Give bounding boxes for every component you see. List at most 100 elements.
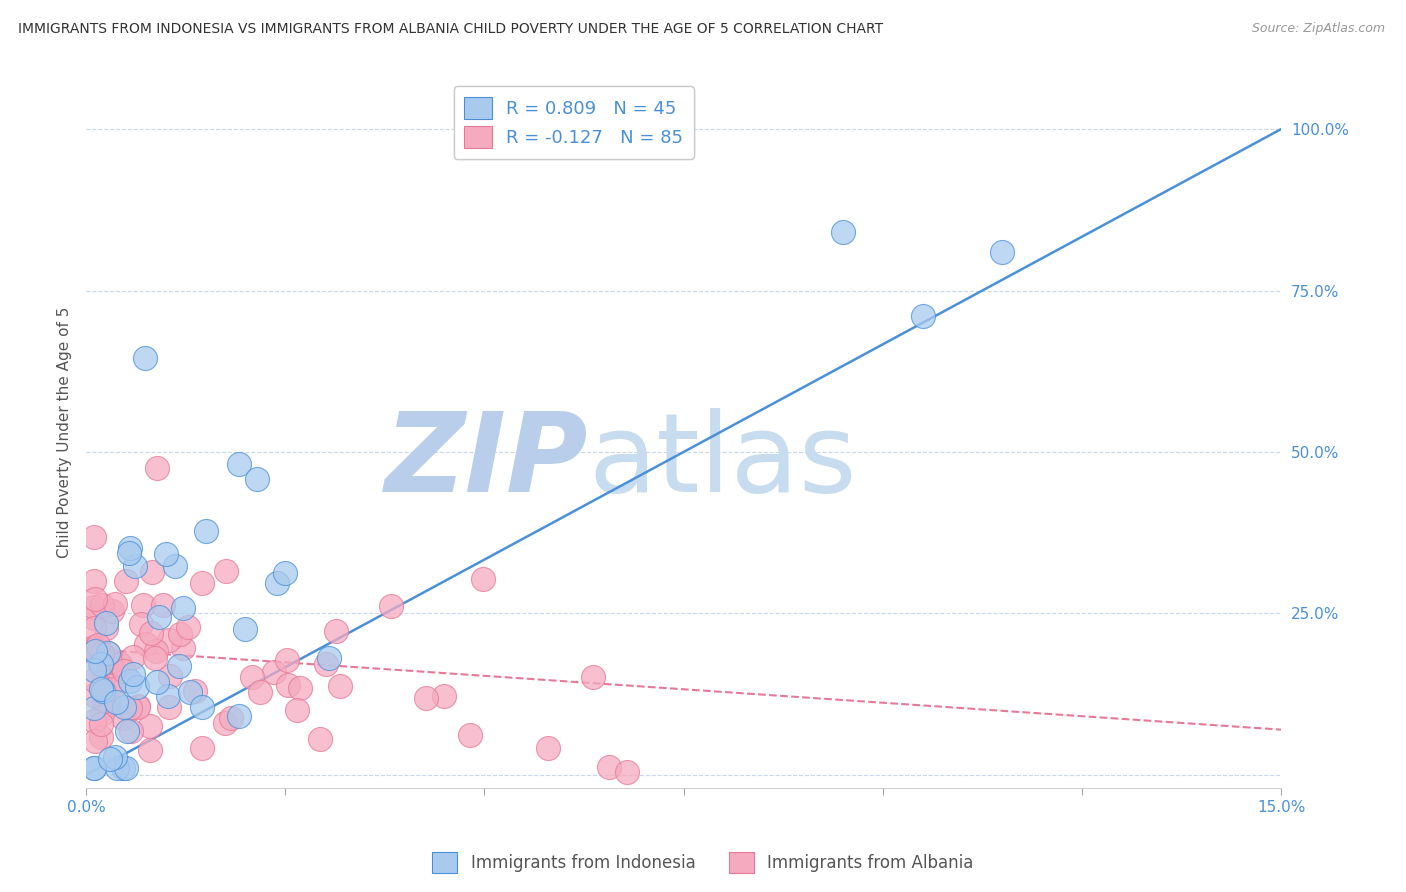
Immigrants from Indonesia bbox=[266, 575, 288, 590]
Immigrants from Albania bbox=[87, 638, 110, 652]
Immigrants from Albania bbox=[122, 650, 145, 665]
Immigrants from Indonesia bbox=[163, 559, 186, 574]
Immigrants from Albania bbox=[145, 644, 167, 658]
Immigrants from Albania bbox=[114, 574, 136, 588]
Immigrants from Albania bbox=[145, 650, 167, 665]
Legend: Immigrants from Indonesia, Immigrants from Albania: Immigrants from Indonesia, Immigrants fr… bbox=[426, 846, 980, 880]
Immigrants from Albania bbox=[98, 679, 121, 693]
Immigrants from Albania bbox=[90, 598, 112, 612]
Immigrants from Indonesia bbox=[125, 680, 148, 694]
Immigrants from Indonesia bbox=[90, 682, 112, 697]
Immigrants from Albania bbox=[83, 714, 105, 729]
Immigrants from Albania bbox=[120, 700, 142, 714]
Immigrants from Indonesia bbox=[104, 750, 127, 764]
Immigrants from Indonesia bbox=[235, 622, 257, 636]
Immigrants from Albania bbox=[214, 715, 236, 730]
Immigrants from Albania bbox=[325, 624, 347, 638]
Immigrants from Albania bbox=[215, 564, 238, 578]
Immigrants from Indonesia bbox=[112, 700, 135, 714]
Immigrants from Albania bbox=[83, 574, 105, 589]
Immigrants from Indonesia bbox=[115, 761, 138, 775]
Immigrants from Albania bbox=[616, 764, 638, 779]
Immigrants from Albania bbox=[112, 664, 135, 678]
Immigrants from Indonesia bbox=[120, 541, 142, 555]
Immigrants from Albania bbox=[471, 572, 494, 586]
Immigrants from Albania bbox=[94, 621, 117, 635]
Immigrants from Albania bbox=[277, 677, 299, 691]
Immigrants from Albania bbox=[83, 643, 105, 657]
Immigrants from Albania bbox=[84, 734, 107, 748]
Immigrants from Albania bbox=[433, 690, 456, 704]
Immigrants from Albania bbox=[138, 742, 160, 756]
Immigrants from Albania bbox=[169, 627, 191, 641]
Immigrants from Albania bbox=[582, 670, 605, 684]
Immigrants from Indonesia bbox=[832, 225, 855, 239]
Immigrants from Albania bbox=[93, 694, 115, 708]
Immigrants from Indonesia bbox=[991, 245, 1014, 260]
Immigrants from Albania bbox=[83, 646, 105, 660]
Immigrants from Indonesia bbox=[156, 690, 179, 704]
Immigrants from Indonesia bbox=[83, 761, 105, 775]
Legend: R = 0.809   N = 45, R = -0.127   N = 85: R = 0.809 N = 45, R = -0.127 N = 85 bbox=[454, 87, 693, 159]
Immigrants from Indonesia bbox=[148, 609, 170, 624]
Immigrants from Albania bbox=[91, 674, 114, 689]
Immigrants from Albania bbox=[83, 591, 105, 606]
Immigrants from Albania bbox=[96, 697, 118, 711]
Immigrants from Indonesia bbox=[83, 701, 105, 715]
Immigrants from Albania bbox=[157, 700, 180, 714]
Y-axis label: Child Poverty Under the Age of 5: Child Poverty Under the Age of 5 bbox=[58, 307, 72, 558]
Immigrants from Indonesia bbox=[97, 646, 120, 660]
Immigrants from Albania bbox=[415, 690, 437, 705]
Immigrants from Indonesia bbox=[169, 659, 191, 673]
Immigrants from Albania bbox=[135, 637, 157, 651]
Immigrants from Indonesia bbox=[84, 644, 107, 658]
Immigrants from Albania bbox=[83, 673, 105, 687]
Immigrants from Indonesia bbox=[274, 566, 297, 581]
Immigrants from Albania bbox=[111, 710, 134, 724]
Immigrants from Albania bbox=[329, 679, 352, 693]
Immigrants from Albania bbox=[90, 648, 112, 662]
Immigrants from Albania bbox=[127, 700, 149, 714]
Immigrants from Indonesia bbox=[83, 663, 105, 677]
Immigrants from Albania bbox=[90, 717, 112, 731]
Immigrants from Indonesia bbox=[83, 761, 105, 775]
Immigrants from Indonesia bbox=[111, 761, 134, 775]
Immigrants from Albania bbox=[177, 620, 200, 634]
Immigrants from Indonesia bbox=[98, 752, 121, 766]
Immigrants from Albania bbox=[131, 616, 153, 631]
Immigrants from Albania bbox=[183, 683, 205, 698]
Immigrants from Indonesia bbox=[228, 708, 250, 723]
Immigrants from Albania bbox=[219, 711, 242, 725]
Immigrants from Albania bbox=[90, 730, 112, 744]
Immigrants from Indonesia bbox=[122, 666, 145, 681]
Immigrants from Albania bbox=[83, 688, 105, 702]
Immigrants from Albania bbox=[83, 621, 105, 635]
Immigrants from Indonesia bbox=[134, 351, 156, 366]
Immigrants from Albania bbox=[91, 680, 114, 694]
Immigrants from Albania bbox=[100, 654, 122, 668]
Immigrants from Albania bbox=[309, 731, 332, 746]
Immigrants from Albania bbox=[191, 575, 214, 590]
Immigrants from Albania bbox=[249, 684, 271, 698]
Immigrants from Indonesia bbox=[124, 559, 146, 574]
Immigrants from Indonesia bbox=[318, 650, 340, 665]
Immigrants from Albania bbox=[141, 566, 163, 580]
Immigrants from Indonesia bbox=[172, 600, 194, 615]
Text: ZIP: ZIP bbox=[384, 408, 588, 515]
Immigrants from Albania bbox=[101, 604, 124, 618]
Immigrants from Indonesia bbox=[94, 615, 117, 630]
Immigrants from Indonesia bbox=[118, 546, 141, 560]
Immigrants from Albania bbox=[146, 461, 169, 475]
Immigrants from Indonesia bbox=[191, 699, 214, 714]
Immigrants from Albania bbox=[598, 760, 620, 774]
Immigrants from Albania bbox=[90, 706, 112, 721]
Immigrants from Indonesia bbox=[246, 472, 269, 486]
Immigrants from Indonesia bbox=[179, 685, 201, 699]
Immigrants from Albania bbox=[172, 640, 194, 655]
Immigrants from Indonesia bbox=[155, 547, 177, 561]
Immigrants from Albania bbox=[285, 703, 308, 717]
Immigrants from Albania bbox=[83, 530, 105, 544]
Immigrants from Albania bbox=[288, 681, 311, 695]
Immigrants from Albania bbox=[83, 641, 105, 656]
Immigrants from Albania bbox=[159, 669, 181, 683]
